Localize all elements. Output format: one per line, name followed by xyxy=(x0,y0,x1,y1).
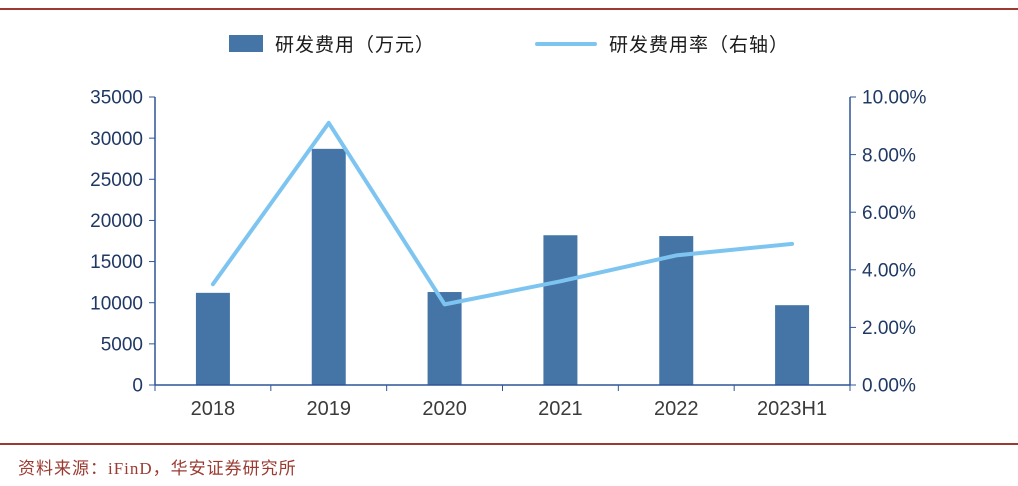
svg-text:30000: 30000 xyxy=(90,129,143,150)
svg-text:2.00%: 2.00% xyxy=(862,318,916,339)
line-series-label: 研发费用率（右轴） xyxy=(609,35,790,56)
svg-text:2019: 2019 xyxy=(307,398,352,420)
chart-legend: 研发费用（万元） 研发费用率（右轴） xyxy=(0,30,1018,57)
legend-item-bar-series: 研发费用（万元） xyxy=(228,30,435,57)
svg-text:2022: 2022 xyxy=(654,398,699,420)
svg-text:20000: 20000 xyxy=(90,211,143,232)
svg-text:35000: 35000 xyxy=(90,88,143,109)
svg-text:2018: 2018 xyxy=(191,398,236,420)
bottom-divider-rule xyxy=(0,443,1018,445)
svg-text:25000: 25000 xyxy=(90,170,143,191)
source-note: 资料来源：iFinD，华安证券研究所 xyxy=(18,459,297,478)
svg-text:2021: 2021 xyxy=(538,398,583,420)
svg-text:2023H1: 2023H1 xyxy=(757,398,827,420)
bar-series-label: 研发费用（万元） xyxy=(274,35,435,56)
svg-text:2020: 2020 xyxy=(422,398,467,420)
svg-text:15000: 15000 xyxy=(90,252,143,273)
top-divider-rule xyxy=(0,8,1018,10)
svg-text:0.00%: 0.00% xyxy=(862,376,916,397)
svg-text:6.00%: 6.00% xyxy=(862,203,916,224)
svg-text:10000: 10000 xyxy=(90,293,143,314)
svg-text:8.00%: 8.00% xyxy=(862,145,916,166)
bar-series-swatch xyxy=(228,35,263,52)
svg-text:10.00%: 10.00% xyxy=(862,88,927,109)
svg-text:5000: 5000 xyxy=(101,335,143,356)
legend-item-line-series: 研发费用率（右轴） xyxy=(535,30,789,57)
svg-text:4.00%: 4.00% xyxy=(862,260,916,281)
line-series-swatch xyxy=(535,41,597,46)
svg-text:0: 0 xyxy=(132,376,143,397)
